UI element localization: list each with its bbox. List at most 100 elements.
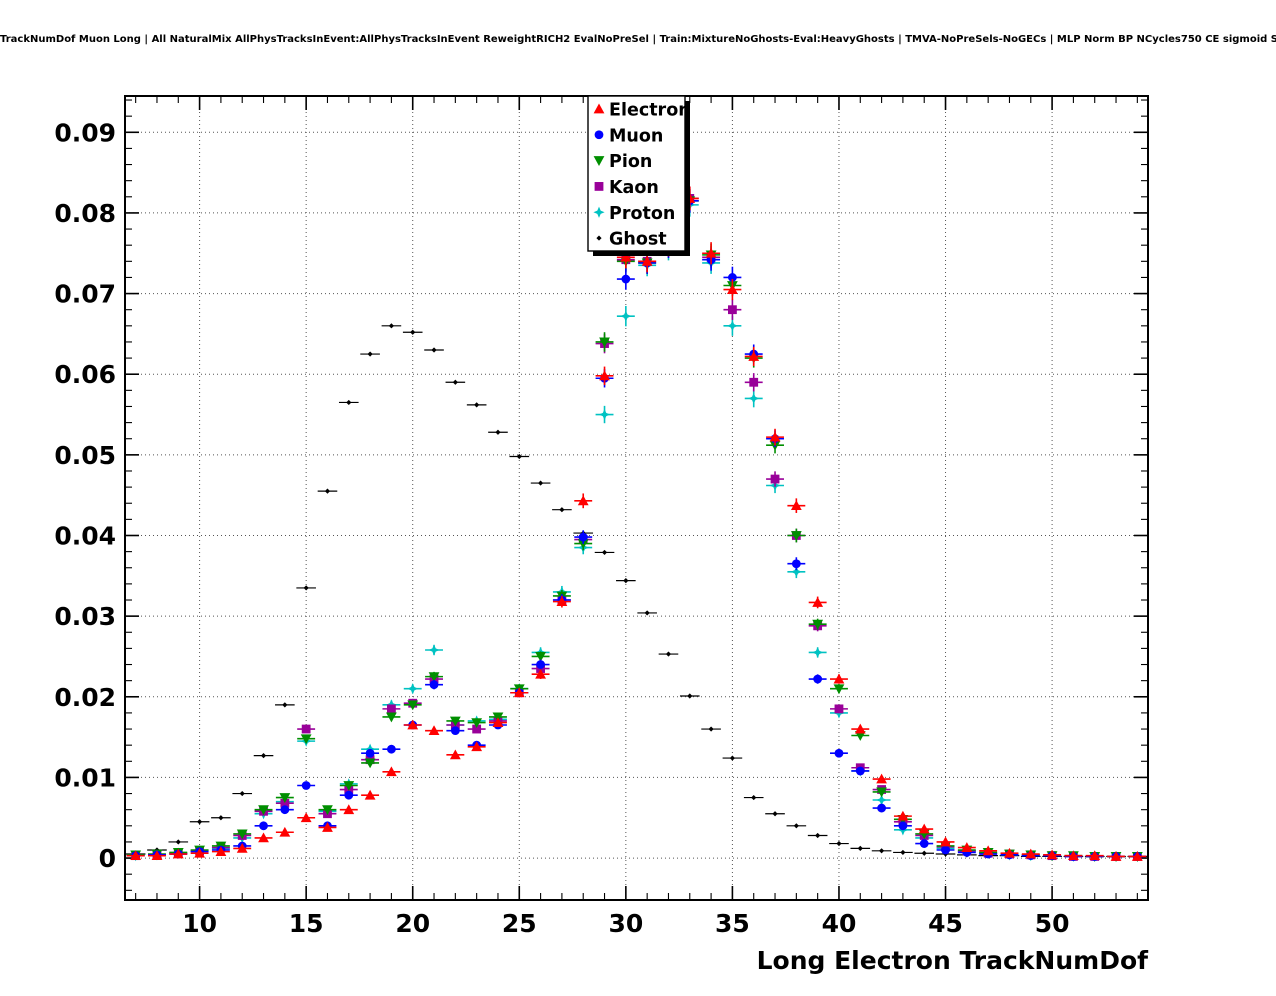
- marker-ghost: [260, 753, 267, 759]
- marker-ghost: [388, 323, 395, 329]
- legend-box: [587, 95, 686, 252]
- marker-pion: [300, 734, 312, 745]
- marker-electron: [599, 370, 610, 381]
- marker-pion: [279, 793, 291, 803]
- marker-electron: [258, 832, 269, 843]
- marker-ghost: [410, 329, 416, 335]
- marker-muon: [301, 781, 311, 790]
- marker-electron: [961, 842, 973, 852]
- x-tick-label: 20: [395, 909, 430, 938]
- marker-ghost: [836, 840, 842, 847]
- marker-proton: [748, 392, 760, 405]
- marker-ghost: [857, 845, 863, 851]
- marker-ghost: [751, 794, 757, 801]
- marker-proton: [875, 794, 888, 806]
- marker-muon: [429, 680, 439, 690]
- marker-proton: [790, 566, 802, 578]
- legend-marker-muon: [594, 130, 604, 140]
- marker-muon: [344, 790, 354, 800]
- marker-pion: [407, 700, 419, 711]
- marker-muon: [578, 532, 588, 542]
- marker-proton: [812, 646, 824, 659]
- marker-electron: [215, 846, 227, 857]
- marker-pion: [599, 337, 610, 348]
- y-tick-label: 0.06: [54, 360, 116, 389]
- marker-muon: [259, 821, 268, 831]
- marker-electron: [577, 495, 589, 506]
- marker-electron: [705, 247, 717, 258]
- marker-kaon: [770, 474, 780, 484]
- grid-layer: [125, 96, 1148, 900]
- marker-electron: [1089, 850, 1101, 861]
- marker-electron: [386, 766, 397, 777]
- marker-ghost: [708, 726, 714, 732]
- marker-ghost: [282, 702, 288, 708]
- marker-electron: [1068, 850, 1079, 861]
- series-pion: [126, 188, 1147, 862]
- marker-ghost: [815, 832, 821, 839]
- legend-marker-proton: [593, 206, 605, 218]
- marker-ghost: [878, 848, 885, 854]
- marker-ghost: [239, 790, 245, 797]
- marker-ghost: [729, 755, 736, 761]
- marker-ghost: [601, 549, 608, 556]
- marker-muon: [877, 803, 886, 813]
- marker-electron: [641, 255, 653, 266]
- x-tick-label: 25: [502, 909, 537, 938]
- marker-muon: [280, 805, 290, 815]
- marker-ghost: [346, 399, 352, 406]
- marker-muon: [813, 674, 823, 684]
- marker-pion: [343, 781, 355, 791]
- x-tick-label: 10: [182, 909, 217, 938]
- y-tick-label: 0.07: [54, 280, 116, 309]
- marker-ghost: [303, 585, 309, 591]
- marker-electron: [130, 850, 142, 861]
- marker-muon: [834, 748, 844, 758]
- marker-ghost: [559, 507, 565, 513]
- marker-ghost: [921, 850, 927, 856]
- marker-ghost: [537, 480, 544, 486]
- x-tick-label: 35: [715, 909, 750, 938]
- marker-kaon: [749, 377, 759, 387]
- marker-pion: [577, 539, 589, 549]
- x-tick-label: 50: [1035, 909, 1070, 938]
- marker-electron: [854, 723, 866, 734]
- x-tick-label: 15: [289, 909, 324, 938]
- y-tick-label: 0: [99, 844, 116, 873]
- marker-muon: [365, 748, 375, 758]
- marker-ghost: [687, 693, 693, 699]
- marker-electron: [918, 823, 930, 834]
- marker-proton: [620, 310, 632, 322]
- marker-ghost: [900, 849, 906, 856]
- x-tick-label: 30: [608, 909, 643, 938]
- legend-marker-pion: [593, 156, 605, 166]
- marker-muon: [941, 845, 950, 855]
- legend-label-pion: Pion: [609, 152, 652, 172]
- y-tick-label: 0.04: [54, 521, 116, 550]
- marker-ghost: [452, 379, 458, 385]
- marker-electron: [940, 836, 951, 847]
- legend-label-proton: Proton: [609, 204, 675, 224]
- marker-electron: [748, 351, 760, 361]
- marker-electron: [1046, 849, 1058, 860]
- marker-ghost: [516, 453, 522, 460]
- marker-electron: [364, 789, 376, 800]
- marker-pion: [386, 712, 397, 723]
- marker-ghost: [431, 347, 437, 353]
- marker-ghost: [175, 839, 181, 845]
- marker-proton: [407, 683, 419, 695]
- marker-electron: [727, 284, 738, 294]
- legend-marker-ghost: [596, 235, 602, 241]
- marker-ghost: [474, 402, 480, 408]
- marker-electron: [236, 842, 248, 853]
- marker-ghost: [196, 819, 203, 825]
- marker-electron: [513, 687, 525, 698]
- marker-proton: [598, 408, 611, 421]
- marker-electron: [194, 847, 205, 858]
- marker-kaon: [387, 704, 396, 714]
- marker-ghost: [218, 815, 224, 821]
- x-tick-label: 45: [928, 909, 963, 938]
- marker-electron: [556, 596, 568, 607]
